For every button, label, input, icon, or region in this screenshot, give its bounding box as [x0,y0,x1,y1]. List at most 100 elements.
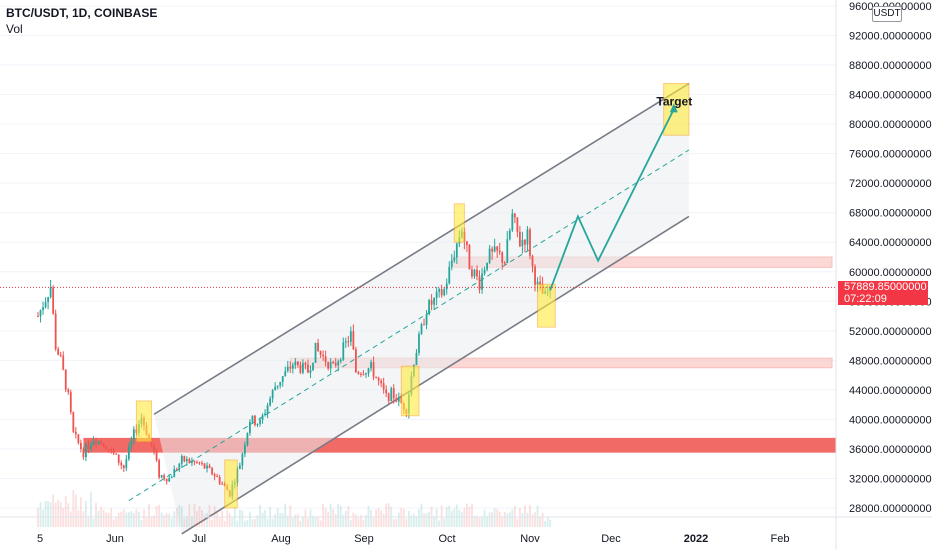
candle-body [85,444,87,458]
volume-bar [173,511,176,527]
volume-bar [148,503,150,527]
candle-body [211,467,213,475]
volume-bar [435,508,438,527]
volume-bar [241,510,244,527]
volume-bar [483,509,486,527]
volume-bar [95,502,97,527]
candle-body [67,389,70,393]
candle-body [105,447,108,450]
volume-bar [115,517,118,527]
candle-body [493,246,496,252]
volume-bar [228,513,231,527]
currency-unit-button[interactable]: USDT [872,6,902,22]
price-tick-label: 92000.00000000 [849,31,932,43]
candle-body [365,373,367,375]
candle-body [132,429,135,441]
volume-bar [324,508,327,527]
target-label: Target [656,95,692,109]
candle-body [54,313,57,350]
volume-bar [82,511,85,527]
candle-body [430,300,433,305]
candle-body [511,213,514,231]
volume-bar [302,516,304,527]
price-tick-label: 64000.00000000 [849,237,932,249]
candle-body [526,229,529,245]
volume-bar [332,508,335,527]
volume-bar [405,518,408,527]
candle-body [473,269,476,277]
candle-body [397,397,400,402]
candle-body [284,371,287,377]
candle-body [354,349,357,373]
candle-body [269,398,272,406]
volume-bar [506,513,509,527]
volume-bar [42,509,44,527]
candle-body [201,463,203,465]
volume-bar [193,503,196,527]
bar-countdown: 07:22:09 [844,293,887,305]
candle-body [112,449,115,454]
candle-body [317,342,319,352]
candle-body [246,433,249,445]
time-axis[interactable]: 5 Jun Jul Aug Sep Oct Nov Dec 2022 Feb [0,516,932,545]
price-tick-label: 48000.00000000 [849,355,932,367]
candle-body [443,289,446,296]
volume-bar [92,518,95,527]
volume-bar [259,504,261,527]
volume-bar [476,515,478,527]
volume-bar [524,505,526,527]
candle-body [62,355,65,370]
candle-body [387,393,390,401]
candle-body [42,307,44,311]
highlight-box [135,400,153,443]
candle-body [382,383,385,390]
candle-body [329,361,332,369]
candle-body [539,281,541,285]
candle-body [478,276,481,290]
volume-bar [223,520,226,527]
candle-body [218,476,221,484]
candle-body [302,363,304,373]
volume-bar [145,517,148,527]
volume-bar [150,517,153,527]
volume-bar [370,509,372,527]
volume-bar [334,514,337,527]
volume-bar [110,508,113,527]
volume-bar [243,520,246,527]
candle-body [49,287,52,298]
volume-bar [286,515,289,527]
candle-body [274,386,277,391]
volume-bar [188,504,191,527]
candle-body [168,478,171,482]
volume-bar [183,518,186,527]
candle-body [508,230,511,240]
candle-body [238,465,241,469]
candle-body [180,456,183,464]
candle-body [488,248,491,263]
candle-body [516,217,519,232]
price-tick-label: 88000.00000000 [849,60,932,72]
volume-bar [486,516,488,527]
price-tick-label: 36000.00000000 [849,444,932,456]
price-tick-label: 68000.00000000 [849,208,932,220]
volume-bar [438,520,441,527]
volume-bar [120,511,123,527]
volume-bar [130,511,133,527]
volume-bar [249,511,251,527]
volume-bar [261,512,264,527]
candle-body [307,364,309,373]
candle-body [529,229,531,256]
volume-bar [309,509,312,527]
candle-body [102,443,105,448]
volume-bar [201,510,203,527]
volume-bar [337,503,340,527]
volume-bar [448,505,451,527]
price-axis[interactable]: 96000.0000000092000.0000000088000.000000… [835,0,932,550]
candle-body [503,262,506,264]
time-tick-label: Nov [520,533,540,545]
time-tick-label: Sep [354,533,374,545]
volume-bar [423,513,425,527]
channel-upper-line [153,82,690,415]
candle-body [370,362,372,369]
